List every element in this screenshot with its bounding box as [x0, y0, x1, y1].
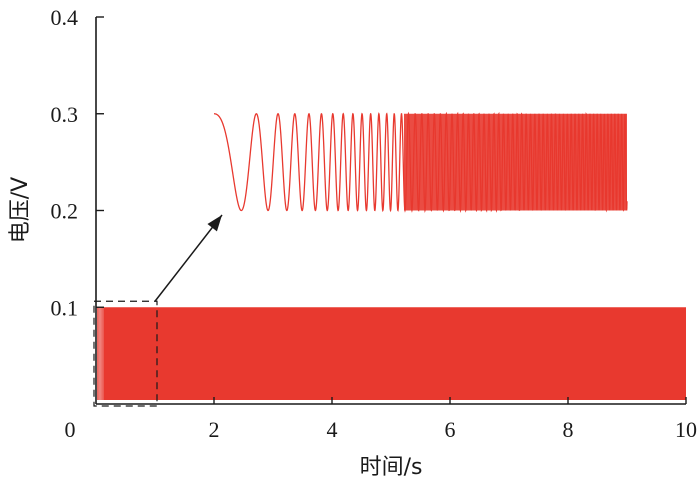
x-tick-label: 0 — [65, 417, 76, 442]
y-axis-title: 电压/V — [8, 177, 33, 243]
y-tick-label: 0.3 — [51, 102, 79, 127]
x-tick-label: 6 — [445, 417, 456, 442]
zoom-inset — [93, 111, 628, 407]
y-tick-label: 0.1 — [51, 295, 79, 320]
signal-line — [96, 307, 104, 400]
x-tick-label: 2 — [209, 417, 220, 442]
signal-band — [97, 307, 686, 400]
inset-dense-band — [403, 113, 627, 211]
x-tick-label: 10 — [675, 417, 697, 442]
x-tick-label: 8 — [563, 417, 574, 442]
x-axis-title: 时间/s — [360, 455, 423, 480]
ticks: 0 2 4 6 8 10 0.1 0.2 0.3 0.4 — [51, 5, 698, 442]
zoom-arrow-head — [207, 215, 222, 232]
y-tick-label: 0.2 — [51, 199, 79, 224]
x-tick-label: 4 — [327, 417, 338, 442]
y-tick-label: 0.4 — [51, 5, 79, 30]
plot-area — [96, 307, 686, 400]
zoom-arrow-line — [154, 214, 223, 302]
